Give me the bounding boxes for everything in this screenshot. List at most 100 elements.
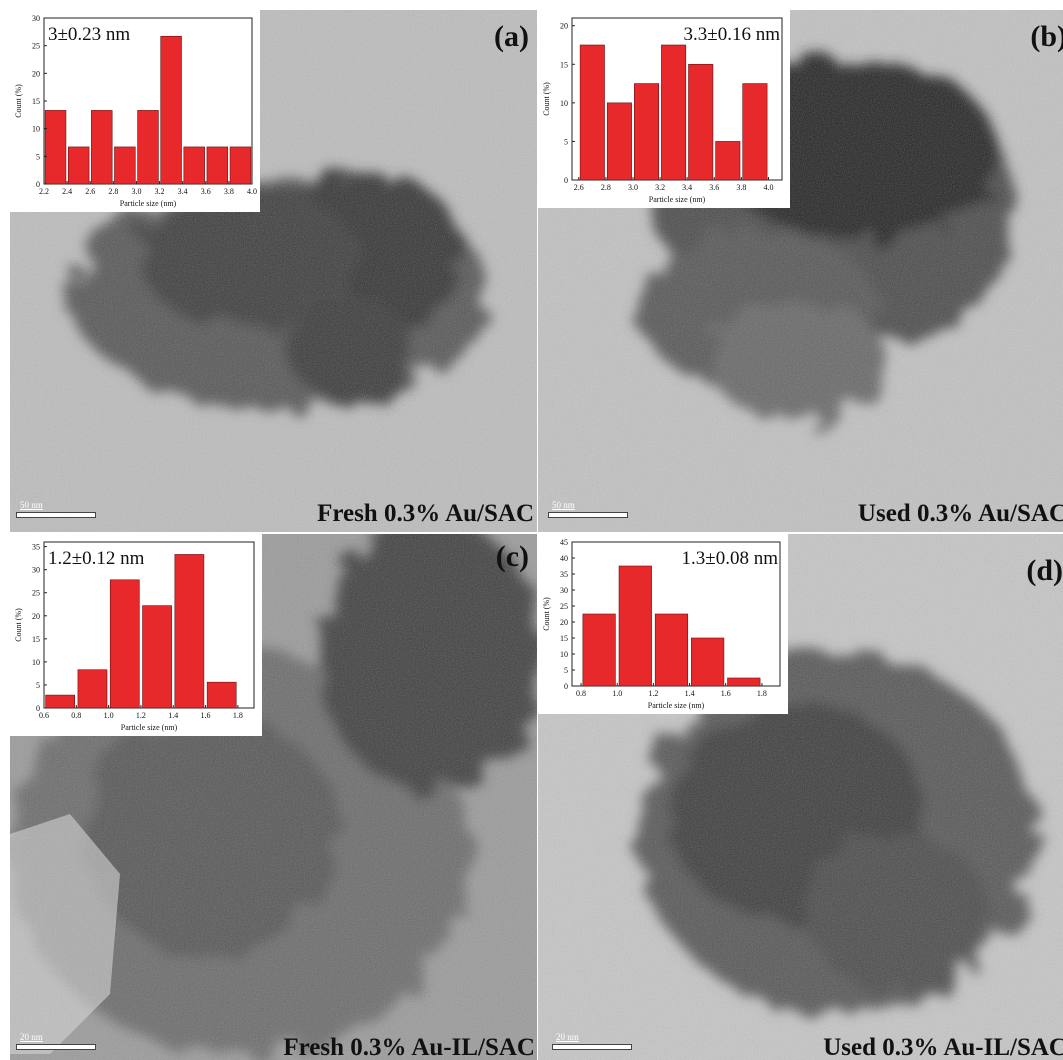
y-tick-label: 20 <box>560 618 568 627</box>
y-tick-label: 5 <box>36 681 40 690</box>
y-tick-label: 0 <box>564 682 568 691</box>
histogram-bar <box>174 554 205 709</box>
x-tick-label: 1.0 <box>104 711 114 720</box>
panel-a: (a) Fresh 0.3% Au/SAC 50 nm 2.2 2.4 2.6 2.8… <box>10 10 537 532</box>
histogram-bar <box>229 146 252 185</box>
scale-bar <box>16 512 96 518</box>
scale-bar <box>16 1044 96 1050</box>
x-axis-label: Particle size (nm) <box>649 195 706 204</box>
scale-bar-label: 50 nm <box>20 500 43 510</box>
y-tick-label: 5 <box>36 152 40 161</box>
y-tick-label: 30 <box>560 586 568 595</box>
y-tick-label: 15 <box>32 97 40 106</box>
x-tick-label: 3.8 <box>736 183 746 192</box>
x-tick-label: 2.8 <box>601 183 611 192</box>
x-tick-label: 3.4 <box>682 183 692 192</box>
size-annotation: 3.3±0.16 nm <box>684 24 781 45</box>
x-tick-label: 1.8 <box>757 689 767 698</box>
histogram-bar <box>742 83 768 181</box>
histogram-bar <box>579 44 605 181</box>
x-tick-label: 2.4 <box>62 187 72 196</box>
histogram-bar <box>582 613 616 687</box>
y-tick-label: 40 <box>560 554 568 563</box>
y-axis-label: Count (%) <box>542 597 551 631</box>
x-tick-label: 4.0 <box>247 187 257 196</box>
x-tick-label: 2.2 <box>39 187 49 196</box>
x-tick-label: 2.6 <box>574 183 584 192</box>
x-tick-label: 1.6 <box>721 689 731 698</box>
histogram-bar <box>206 681 237 709</box>
scale-bar <box>548 512 628 518</box>
y-tick-label: 5 <box>564 137 568 146</box>
y-tick-label: 15 <box>560 634 568 643</box>
histogram-bar <box>114 146 136 185</box>
histogram-svg: 0.8 1.0 1.2 1.4 1.6 1.8 0 5 10 15 20 25 30 35 40 45 Part… <box>542 538 781 710</box>
panel-c: (c) Fresh 0.3% Au-IL/SAC 20 nm 0.6 0.8 1.0… <box>10 534 537 1060</box>
panel-caption: Fresh 0.3% Au-IL/SAC <box>283 1034 535 1060</box>
histogram-bar <box>634 83 660 181</box>
x-axis-label: Particle size (nm) <box>121 723 178 732</box>
x-tick-label: 4.0 <box>763 183 773 192</box>
inset-histogram-d: 0.8 1.0 1.2 1.4 1.6 1.8 0 5 10 15 20 25 30 35 40 45 Part… <box>538 534 788 714</box>
y-tick-label: 25 <box>32 42 40 51</box>
inset-histogram-c: 0.6 0.8 1.0 1.2 1.4 1.6 1.8 0 5 10 15 20 25 30 35 Parti… <box>10 534 262 736</box>
x-tick-label: 1.4 <box>168 711 178 720</box>
histogram-bar <box>661 44 687 181</box>
y-tick-label: 15 <box>560 60 568 69</box>
histogram-bar <box>183 146 205 185</box>
y-axis-label: Count (%) <box>14 84 23 118</box>
panel-d: (d) Used 0.3% Au-IL/SAC 20 nm 0.8 1.0 1.2 1… <box>538 534 1063 1060</box>
histogram-bar <box>77 669 108 709</box>
x-tick-label: 0.8 <box>576 689 586 698</box>
y-tick-label: 25 <box>560 602 568 611</box>
y-tick-label: 0 <box>564 176 568 185</box>
y-tick-label: 20 <box>560 22 568 31</box>
panel-b: (b) Used 0.3% Au/SAC 50 nm 2.6 2.8 3.0 3.2 3… <box>538 10 1063 532</box>
inset-histogram-b: 2.6 2.8 3.0 3.2 3.4 3.6 3.8 4.0 0 5 10 15 20 Particle… <box>538 10 790 208</box>
y-axis-label: Count (%) <box>14 608 23 642</box>
x-tick-label: 2.6 <box>85 187 95 196</box>
histogram-bar <box>618 565 652 687</box>
panel-label: (a) <box>494 20 529 53</box>
y-tick-label: 0 <box>36 704 40 713</box>
y-tick-label: 20 <box>32 612 40 621</box>
histogram-bar <box>142 605 172 709</box>
panel-caption: Used 0.3% Au/SAC <box>857 500 1063 527</box>
x-tick-label: 1.2 <box>136 711 146 720</box>
size-annotation: 3±0.23 nm <box>48 24 130 45</box>
histogram-bar <box>160 35 182 185</box>
y-tick-label: 35 <box>32 543 40 552</box>
y-tick-label: 10 <box>32 125 40 134</box>
histogram-bar <box>91 110 113 185</box>
histogram-bar <box>606 102 632 181</box>
panel-label: (c) <box>495 540 529 573</box>
y-tick-label: 10 <box>32 658 40 667</box>
x-tick-label: 1.0 <box>612 689 622 698</box>
x-tick-label: 0.6 <box>39 711 49 720</box>
histogram-bar <box>654 613 689 687</box>
x-tick-label: 3.6 <box>201 187 211 196</box>
panel-caption: Used 0.3% Au-IL/SAC <box>823 1034 1063 1060</box>
histogram-bar <box>727 677 761 687</box>
x-tick-label: 3.6 <box>709 183 719 192</box>
histogram-bar <box>109 579 140 709</box>
y-tick-label: 35 <box>560 570 568 579</box>
y-tick-label: 0 <box>36 180 40 189</box>
histogram-svg: 2.6 2.8 3.0 3.2 3.4 3.6 3.8 4.0 0 5 10 15 20 Particle… <box>542 17 783 204</box>
y-tick-label: 15 <box>32 635 40 644</box>
x-tick-label: 3.2 <box>655 183 665 192</box>
tem-image-d <box>538 534 1063 1060</box>
panel-label: (d) <box>1026 554 1063 587</box>
y-tick-label: 20 <box>32 69 40 78</box>
histogram-bar <box>688 63 714 181</box>
y-tick-label: 10 <box>560 650 568 659</box>
x-axis-label: Particle size (nm) <box>648 701 705 710</box>
inset-histogram-a: 2.2 2.4 2.6 2.8 3.0 3.2 3.4 3.6 3.8 4.0 0 5 10 15 20 25… <box>10 10 260 212</box>
panel-caption: Fresh 0.3% Au/SAC <box>317 500 534 527</box>
histogram-bar <box>206 146 229 185</box>
histogram-bar <box>137 110 159 185</box>
x-tick-label: 2.8 <box>108 187 118 196</box>
y-tick-label: 30 <box>32 14 40 23</box>
y-tick-label: 5 <box>564 666 568 675</box>
x-tick-label: 3.2 <box>155 187 165 196</box>
